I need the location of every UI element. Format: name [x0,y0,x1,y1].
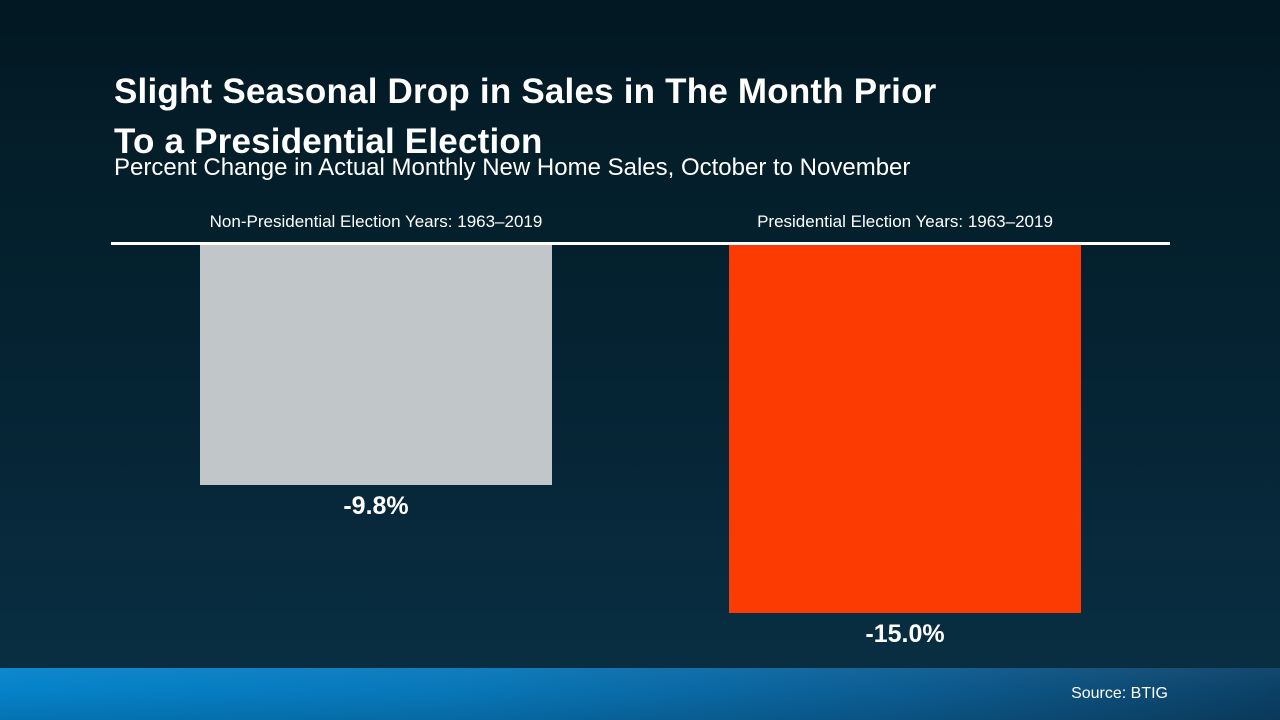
chart-baseline-rule [111,242,1170,245]
value-label-presidential: -15.0% [865,620,945,648]
chart-subtitle: Percent Change in Actual Monthly New Hom… [114,154,911,181]
category-label-non-presidential: Non-Presidential Election Years: 1963–20… [209,212,543,231]
bar-group-presidential: -15.0% [729,245,1081,649]
page-title-line-2: To a Presidential Election [114,122,543,162]
source-credit: Source: BTIG [1071,685,1168,702]
bar-non-presidential [200,245,552,485]
category-label-presidential: Presidential Election Years: 1963–2019 [757,212,1053,231]
page-title: Slight Seasonal Drop in Sales in The Mon… [114,67,1154,167]
page-title-line-1: Slight Seasonal Drop in Sales in The Mon… [114,72,937,112]
bar-group-non-presidential: -9.8% [200,245,552,521]
value-label-non-presidential: -9.8% [343,492,409,520]
bar-presidential [729,245,1081,613]
footer-band: Source: BTIG [0,668,1280,720]
